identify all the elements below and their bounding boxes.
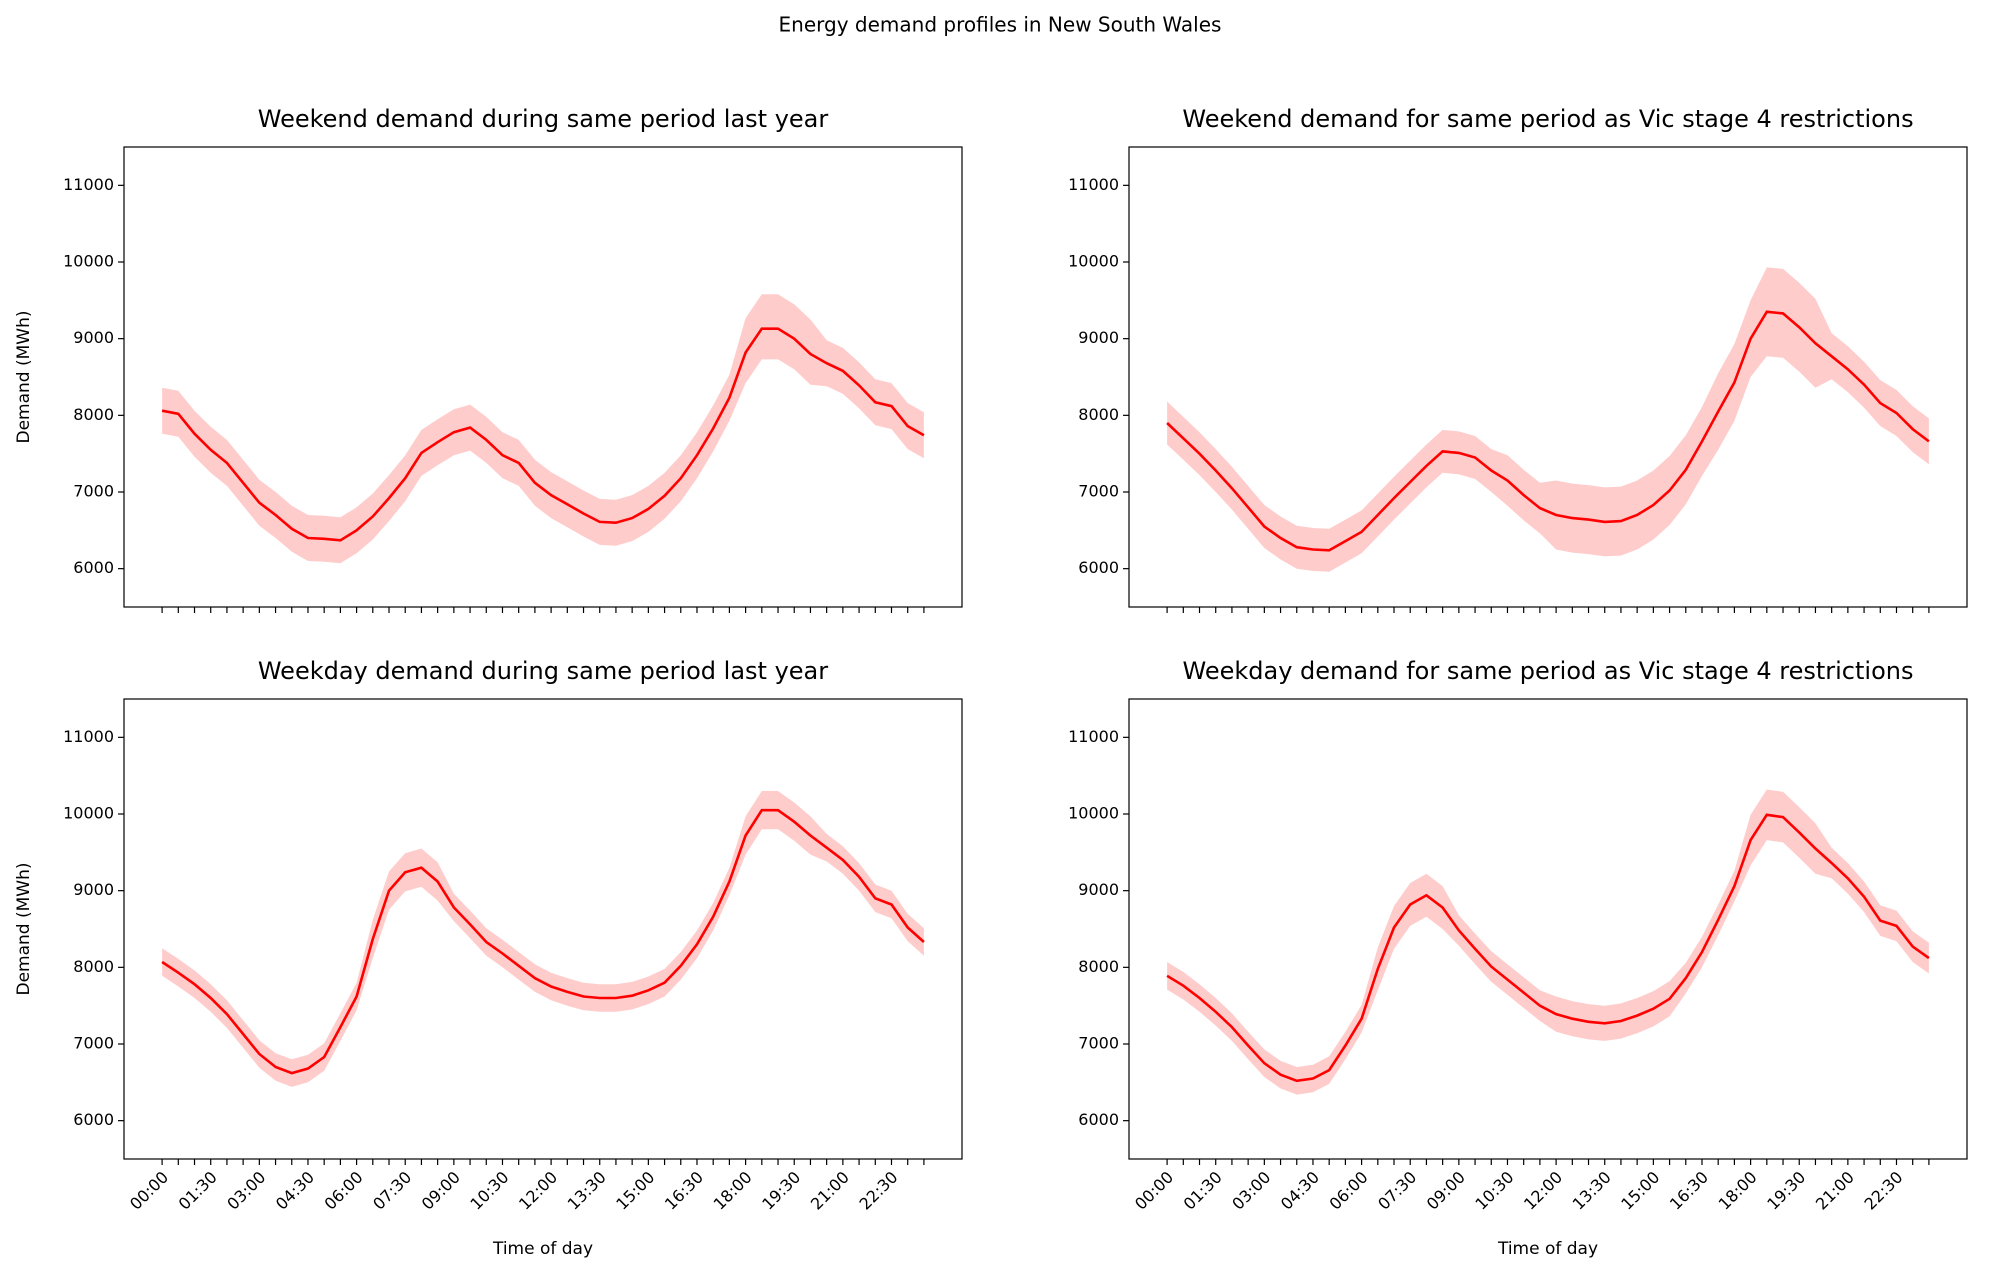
x-tick-label: 03:00: [1228, 1168, 1274, 1214]
y-tick-label: 6000: [1078, 558, 1119, 577]
y-axis-label: Demand (MWh): [14, 310, 34, 443]
y-tick-label: 7000: [1078, 482, 1119, 501]
x-tick-label: 01:30: [1180, 1168, 1226, 1214]
x-tick-label: 09:00: [1423, 1168, 1469, 1214]
y-tick-label: 7000: [73, 482, 114, 501]
axes-title: Weekday demand during same period last y…: [258, 657, 828, 685]
confidence-band: [1167, 267, 1929, 572]
x-axis-label: Time of day: [492, 1239, 593, 1259]
x-tick-label: 12:00: [515, 1168, 561, 1214]
figure-title: Energy demand profiles in New South Wale…: [779, 13, 1222, 37]
x-tick-label: 01:30: [175, 1168, 221, 1214]
x-tick-label: 07:30: [1374, 1168, 1420, 1214]
x-tick-label: 03:00: [223, 1168, 269, 1214]
y-tick-label: 7000: [1078, 1034, 1119, 1053]
x-tick-label: 13:30: [564, 1168, 610, 1214]
demand-line: [161, 327, 925, 542]
x-tick-label: 19:30: [758, 1168, 804, 1214]
x-tick-label: 15:00: [612, 1168, 658, 1214]
x-tick-label: 22:30: [1860, 1168, 1906, 1214]
x-axis-label: Time of day: [1497, 1239, 1598, 1259]
y-tick-label: 8000: [1078, 405, 1119, 424]
confidence-band: [162, 791, 924, 1087]
x-tick-label: 07:30: [369, 1168, 415, 1214]
y-tick-label: 8000: [73, 957, 114, 976]
x-tick-label: 15:00: [1617, 1168, 1663, 1214]
x-tick-label: 09:00: [418, 1168, 464, 1214]
y-tick-label: 10000: [1068, 804, 1119, 823]
y-tick-label: 9000: [73, 880, 114, 899]
x-tick-label: 21:00: [1812, 1168, 1858, 1214]
axes-frame: [123, 698, 963, 1160]
x-tick-label: 04:30: [272, 1168, 318, 1214]
y-tick-label: 7000: [73, 1034, 114, 1053]
axes-title: Weekend demand during same period last y…: [258, 105, 829, 133]
axes-frame: [1128, 698, 1968, 1160]
demand-line: [1166, 310, 1930, 552]
y-tick-label: 6000: [73, 558, 114, 577]
y-tick-label: 11000: [1068, 175, 1119, 194]
y-tick-label: 10000: [1068, 252, 1119, 271]
axes-title: Weekday demand for same period as Vic st…: [1183, 657, 1914, 685]
x-tick-label: 18:00: [710, 1168, 756, 1214]
y-tick-label: 10000: [63, 804, 114, 823]
y-tick-label: 9000: [1078, 880, 1119, 899]
y-tick-label: 11000: [63, 175, 114, 194]
x-tick-label: 16:30: [1666, 1168, 1712, 1214]
x-tick-label: 18:00: [1715, 1168, 1761, 1214]
x-tick-label: 04:30: [1277, 1168, 1323, 1214]
y-tick-label: 11000: [1068, 727, 1119, 746]
y-tick-label: 9000: [73, 328, 114, 347]
confidence-band: [162, 294, 924, 564]
x-tick-label: 12:00: [1520, 1168, 1566, 1214]
x-tick-label: 10:30: [466, 1168, 512, 1214]
x-tick-label: 16:30: [661, 1168, 707, 1214]
y-tick-label: 9000: [1078, 328, 1119, 347]
y-tick-label: 8000: [1078, 957, 1119, 976]
y-tick-label: 11000: [63, 727, 114, 746]
demand-line: [161, 808, 925, 1075]
x-tick-label: 22:30: [855, 1168, 901, 1214]
x-tick-label: 06:00: [1326, 1168, 1372, 1214]
y-tick-label: 6000: [1078, 1110, 1119, 1129]
demand-line: [1166, 813, 1930, 1083]
x-tick-label: 19:30: [1763, 1168, 1809, 1214]
y-tick-label: 10000: [63, 252, 114, 271]
x-tick-label: 13:30: [1569, 1168, 1615, 1214]
x-tick-label: 21:00: [807, 1168, 853, 1214]
x-tick-label: 00:00: [126, 1168, 172, 1214]
x-tick-label: 00:00: [1131, 1168, 1177, 1214]
y-tick-label: 6000: [73, 1110, 114, 1129]
y-axis-label: Demand (MWh): [14, 862, 34, 995]
axes-title: Weekend demand for same period as Vic st…: [1182, 105, 1913, 133]
x-tick-label: 06:00: [321, 1168, 367, 1214]
axes-frame: [1128, 146, 1968, 608]
x-tick-label: 10:30: [1471, 1168, 1517, 1214]
confidence-band: [1167, 789, 1929, 1095]
y-tick-label: 8000: [73, 405, 114, 424]
axes-frame: [123, 146, 963, 608]
